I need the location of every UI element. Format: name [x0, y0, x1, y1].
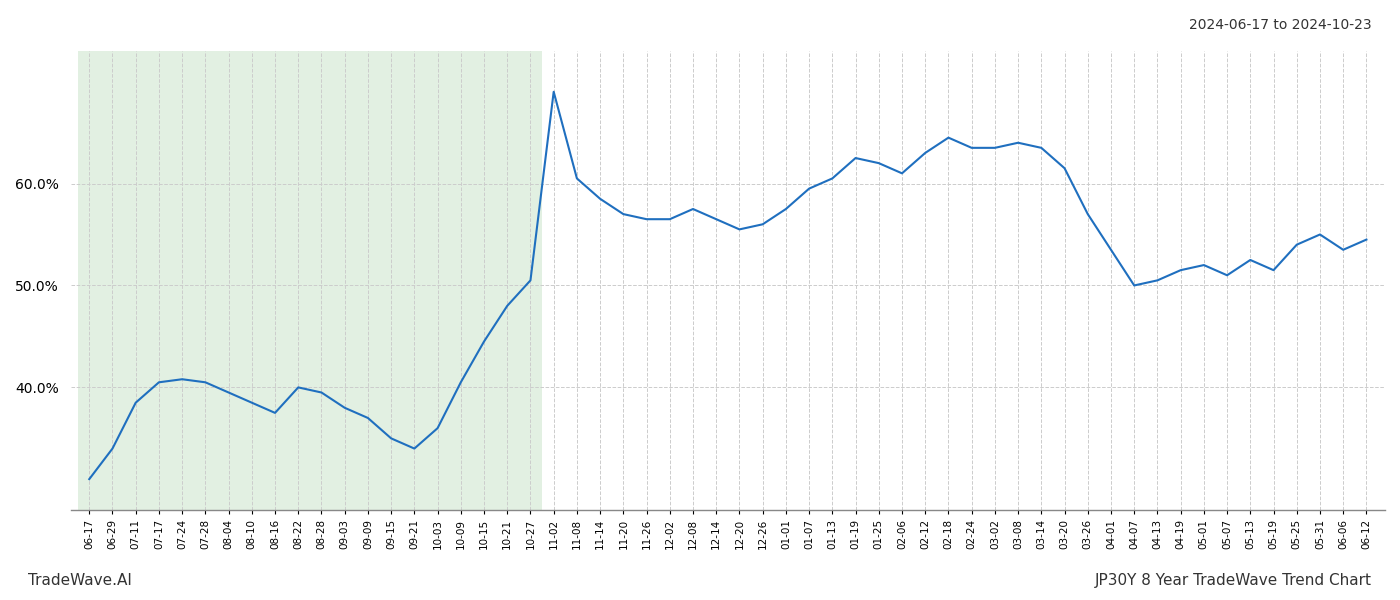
Text: JP30Y 8 Year TradeWave Trend Chart: JP30Y 8 Year TradeWave Trend Chart — [1095, 573, 1372, 588]
Text: 2024-06-17 to 2024-10-23: 2024-06-17 to 2024-10-23 — [1190, 18, 1372, 32]
Bar — [77, 51, 542, 510]
Text: TradeWave.AI: TradeWave.AI — [28, 573, 132, 588]
